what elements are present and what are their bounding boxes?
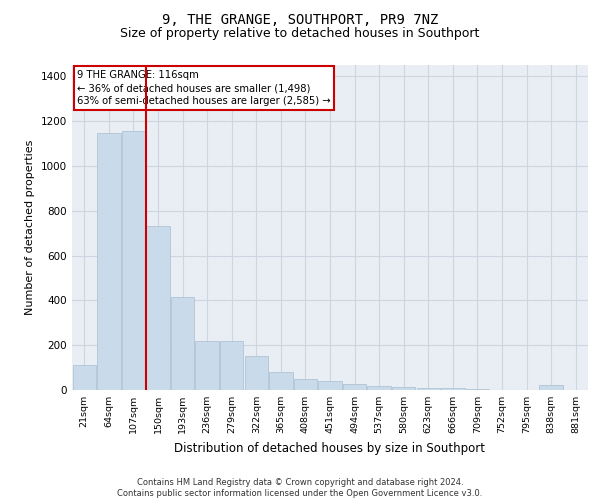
Bar bbox=[245, 356, 268, 390]
Bar bbox=[441, 388, 464, 390]
Bar bbox=[416, 388, 440, 390]
Bar bbox=[196, 340, 219, 390]
Bar bbox=[220, 341, 244, 390]
Text: 9, THE GRANGE, SOUTHPORT, PR9 7NZ: 9, THE GRANGE, SOUTHPORT, PR9 7NZ bbox=[162, 12, 438, 26]
Bar bbox=[539, 385, 563, 390]
Bar bbox=[319, 382, 341, 390]
Text: 9 THE GRANGE: 116sqm
← 36% of detached houses are smaller (1,498)
63% of semi-de: 9 THE GRANGE: 116sqm ← 36% of detached h… bbox=[77, 70, 331, 106]
Bar bbox=[466, 389, 489, 390]
Text: Size of property relative to detached houses in Southport: Size of property relative to detached ho… bbox=[121, 28, 479, 40]
Bar bbox=[73, 366, 96, 390]
Bar bbox=[269, 372, 293, 390]
Bar bbox=[367, 386, 391, 390]
Bar bbox=[392, 386, 415, 390]
Bar bbox=[343, 384, 366, 390]
Bar bbox=[171, 297, 194, 390]
Bar bbox=[97, 134, 121, 390]
X-axis label: Distribution of detached houses by size in Southport: Distribution of detached houses by size … bbox=[175, 442, 485, 454]
Bar bbox=[122, 131, 145, 390]
Bar bbox=[146, 226, 170, 390]
Bar bbox=[294, 379, 317, 390]
Y-axis label: Number of detached properties: Number of detached properties bbox=[25, 140, 35, 315]
Text: Contains HM Land Registry data © Crown copyright and database right 2024.
Contai: Contains HM Land Registry data © Crown c… bbox=[118, 478, 482, 498]
